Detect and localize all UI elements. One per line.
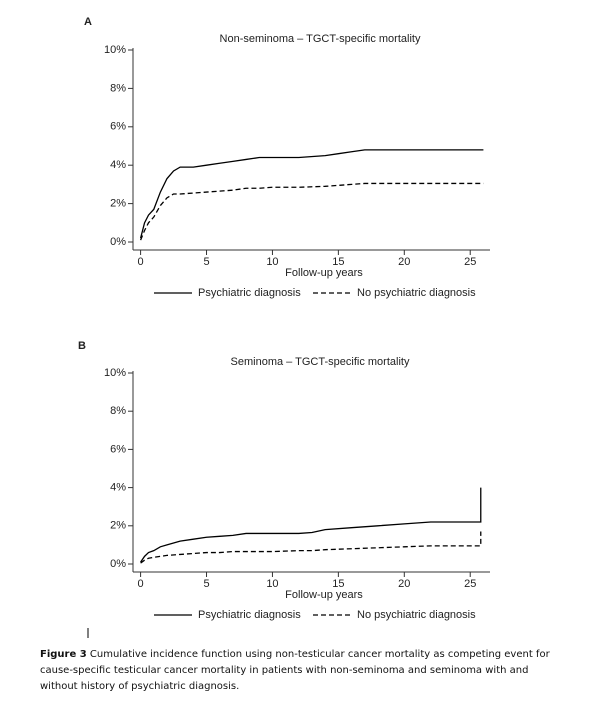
legend-label: No psychiatric diagnosis (357, 287, 476, 299)
panel-label: A (84, 16, 92, 28)
y-tick-label: 8% (110, 82, 126, 94)
x-tick-label: 15 (332, 578, 344, 590)
y-tick-label: 0% (110, 558, 126, 570)
y-tick-label: 6% (110, 443, 126, 455)
series-line (139, 149, 484, 239)
x-tick-label: 5 (203, 256, 209, 268)
x-tick-label: 10 (266, 256, 278, 268)
y-tick-label: 2% (110, 520, 126, 532)
x-tick-label: 20 (398, 578, 410, 590)
figure: A Non-seminoma – TGCT-specific mortality 0… (78, 16, 490, 638)
y-tick-label: 4% (110, 159, 126, 171)
chart-title: Non-seminoma – TGCT-specific mortality (220, 33, 421, 45)
y-tick-label: 8% (110, 405, 126, 417)
y-tick-label: 10% (104, 367, 126, 379)
legend-label: No psychiatric diagnosis (357, 609, 476, 621)
caption-text: Cumulative incidence function using non-… (40, 649, 550, 692)
x-tick-label: 20 (398, 256, 410, 268)
y-tick-label: 4% (110, 482, 126, 494)
legend-label: Psychiatric diagnosis (198, 287, 301, 299)
panel-label: B (78, 340, 86, 352)
series-line (140, 487, 482, 563)
legend-label: Psychiatric diagnosis (198, 609, 301, 621)
caption: Figure 3 Cumulative incidence function u… (40, 647, 560, 695)
y-tick-label: 0% (110, 236, 126, 248)
y-tick-label: 6% (110, 121, 126, 133)
y-tick-label: 2% (110, 198, 126, 210)
series-line (140, 531, 482, 564)
x-axis-title: Follow-up years (285, 267, 363, 279)
x-tick-label: 25 (464, 578, 476, 590)
caption-label: Figure 3 (40, 649, 87, 660)
y-tick-label: 10% (104, 44, 126, 56)
x-tick-label: 5 (203, 578, 209, 590)
chart-title: Seminoma – TGCT-specific mortality (231, 356, 410, 368)
x-axis-title: Follow-up years (285, 589, 363, 601)
x-tick-label: 10 (266, 578, 278, 590)
series-line (139, 182, 484, 241)
x-tick-label: 15 (332, 256, 344, 268)
x-tick-label: 0 (138, 256, 144, 268)
x-tick-label: 0 (138, 578, 144, 590)
x-tick-label: 25 (464, 256, 476, 268)
